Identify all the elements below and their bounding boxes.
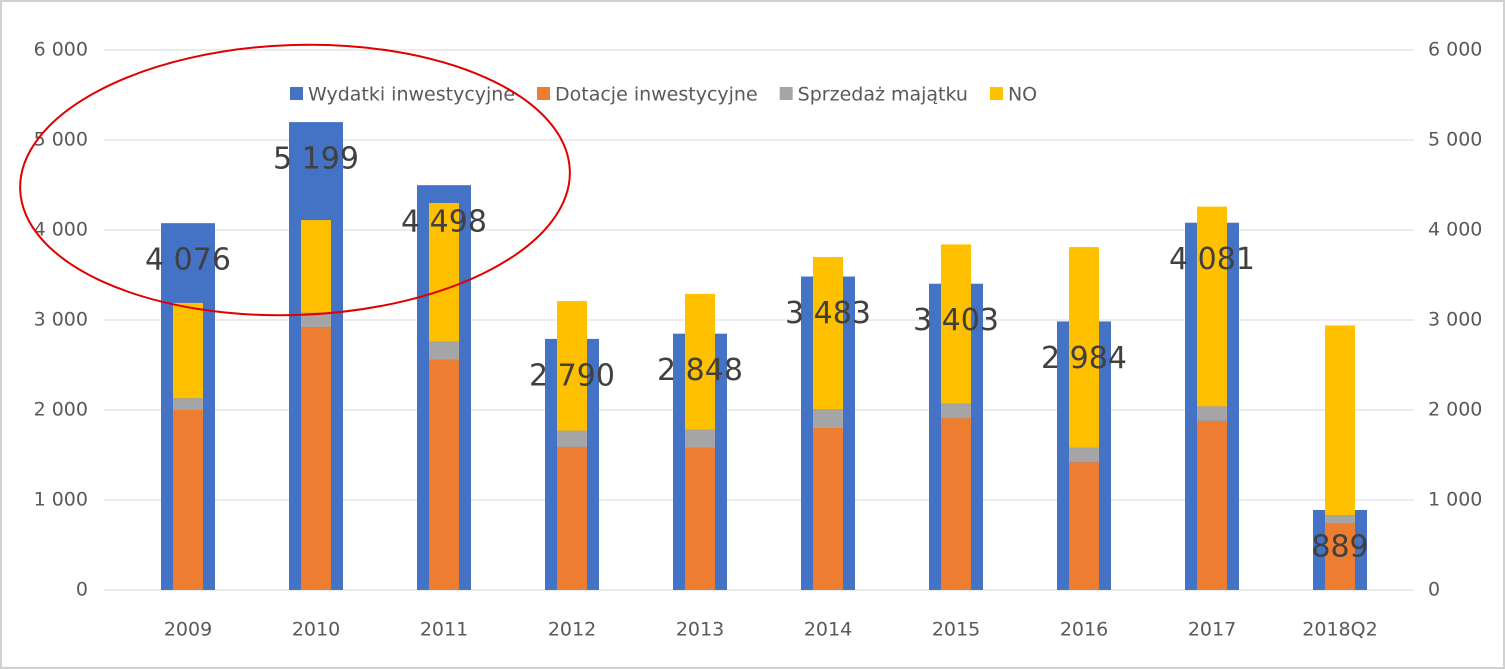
data-label: 3 483 <box>785 296 871 331</box>
data-label: 889 <box>1311 529 1368 564</box>
data-label: 5 199 <box>273 142 359 177</box>
bars <box>161 122 1367 590</box>
y2-tick-label: 0 <box>1428 579 1440 601</box>
bar-segment <box>1069 462 1099 590</box>
y2-tick-label: 3 000 <box>1428 309 1482 331</box>
y-tick-label: 0 <box>76 579 88 601</box>
x-tick-label: 2016 <box>1060 619 1108 641</box>
bar-segment <box>813 428 843 590</box>
x-tick-label: 2011 <box>420 619 468 641</box>
bar-segment <box>1325 325 1355 516</box>
bar-segment <box>685 447 715 590</box>
bar-segment <box>301 327 331 590</box>
bar-segment <box>1069 247 1099 448</box>
x-tick-label: 2010 <box>292 619 340 641</box>
bar-segment <box>301 312 331 328</box>
y-tick-label: 5 000 <box>34 129 88 151</box>
y2-tick-label: 6 000 <box>1428 39 1482 61</box>
legend-swatch <box>989 87 1003 100</box>
y2-tick-label: 5 000 <box>1428 129 1482 151</box>
bar-segment <box>941 403 971 419</box>
data-label: 4 081 <box>1169 242 1255 277</box>
x-tick-label: 2009 <box>164 619 212 641</box>
bar-segment <box>685 293 715 430</box>
annotation-ellipse <box>19 43 571 317</box>
bar-segment <box>1325 523 1355 590</box>
legend-label: Sprzedaż majątku <box>798 84 968 106</box>
bar-segment <box>813 409 843 428</box>
y-tick-label: 3 000 <box>34 309 88 331</box>
labels: 0 1 000 2 000 3 000 4 000 5 000 6 000 0 1 000 2 0… <box>34 39 1483 641</box>
bar-segment <box>173 398 203 410</box>
data-label: 4 498 <box>401 205 487 240</box>
bar-segment <box>429 359 459 590</box>
y-tick-label: 4 000 <box>34 219 88 241</box>
data-label: 3 403 <box>913 303 999 338</box>
y-tick-label: 6 000 <box>34 39 88 61</box>
y2-tick-label: 2 000 <box>1428 399 1482 421</box>
bar-segment <box>1197 406 1227 421</box>
x-tick-label: 2018Q2 <box>1302 619 1377 641</box>
bar-segment <box>557 301 587 431</box>
x-tick-label: 2013 <box>676 619 724 641</box>
legend-swatch <box>290 87 303 100</box>
bar-segment <box>1325 515 1355 524</box>
x-tick-label: 2017 <box>1188 619 1236 641</box>
bar-segment <box>685 429 715 448</box>
legend-swatch <box>779 87 793 100</box>
legend-label: Wydatki inwestycyjne <box>308 84 515 106</box>
legend-label: NO <box>1008 84 1037 106</box>
bar-segment <box>173 410 203 590</box>
bar-segment <box>813 257 843 410</box>
y2-tick-label: 1 000 <box>1428 489 1482 511</box>
bar-segment <box>173 302 203 399</box>
bar-segment <box>429 203 459 342</box>
bar-segment <box>429 341 459 360</box>
y2-tick-label: 4 000 <box>1428 219 1482 241</box>
bar-segment <box>1197 206 1227 407</box>
x-tick-label: 2012 <box>548 619 596 641</box>
y-tick-label: 1 000 <box>34 489 88 511</box>
bar-segment <box>1197 420 1227 590</box>
data-label: 2 848 <box>657 353 743 388</box>
bar-segment <box>941 244 971 404</box>
x-tick-label: 2014 <box>804 619 852 641</box>
data-label: 2 984 <box>1041 341 1127 376</box>
legend-swatch <box>537 87 551 100</box>
bar-segment <box>557 430 587 447</box>
bar-segment <box>1069 447 1099 463</box>
bar-segment <box>941 418 971 590</box>
bar-segment <box>557 446 587 590</box>
data-label: 4 076 <box>145 243 231 278</box>
legend-label: Dotacje inwestycyjne <box>555 84 758 106</box>
bar-segment <box>301 220 331 313</box>
y-tick-label: 2 000 <box>34 399 88 421</box>
data-label: 2 790 <box>529 358 615 393</box>
x-tick-label: 2015 <box>932 619 980 641</box>
